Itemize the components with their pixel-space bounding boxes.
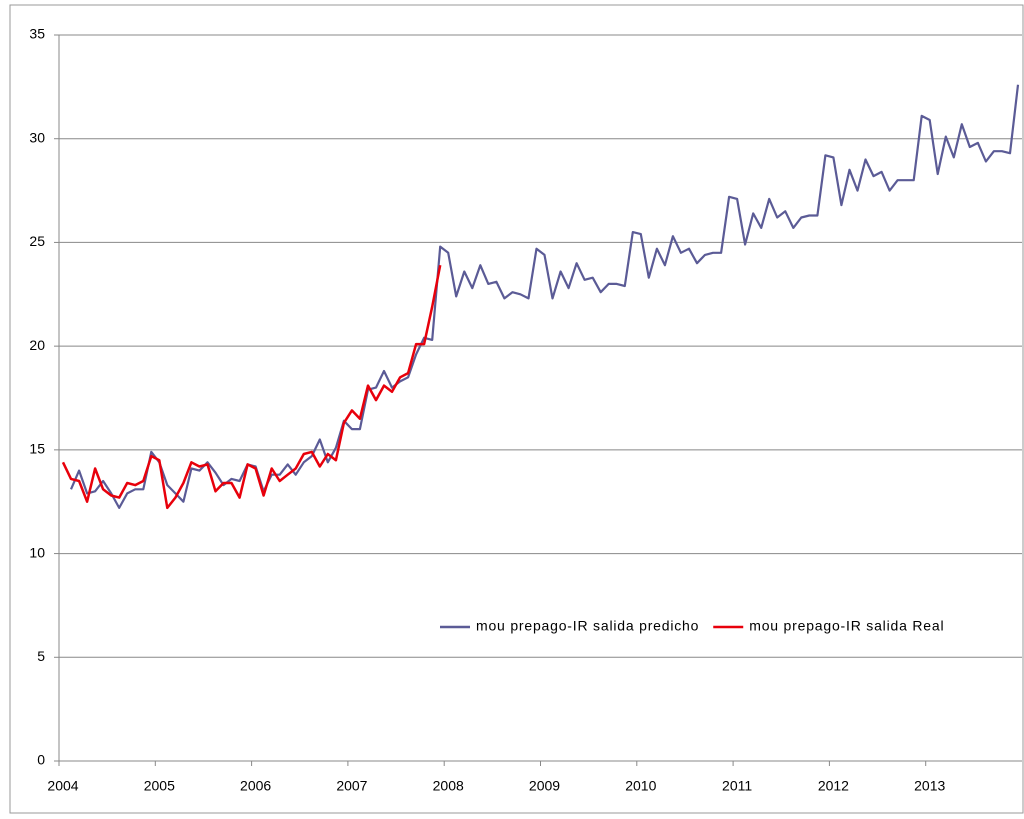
y-tick-label: 25 xyxy=(29,233,45,249)
x-tick-label: 2006 xyxy=(240,778,271,794)
x-tick-label: 2011 xyxy=(722,778,752,794)
legend-label: mou prepago-IR salida predicho xyxy=(476,618,699,634)
x-tick-label: 2007 xyxy=(336,778,367,794)
y-tick-label: 15 xyxy=(29,441,45,457)
chart-frame xyxy=(9,4,1024,814)
x-tick-label: 2013 xyxy=(914,778,945,794)
x-tick-label: 2010 xyxy=(625,778,656,794)
x-tick-label: 2009 xyxy=(529,778,560,794)
x-tick-label: 2008 xyxy=(433,778,464,794)
y-tick-label: 20 xyxy=(29,337,45,353)
x-tick-label: 2004 xyxy=(47,778,78,794)
x-tick-label: 2012 xyxy=(818,778,849,794)
series-line xyxy=(69,84,1020,509)
series-line xyxy=(61,264,442,510)
y-tick-label: 0 xyxy=(37,752,45,768)
y-tick-label: 5 xyxy=(37,648,45,664)
legend-label: mou prepago-IR salida Real xyxy=(749,618,944,634)
x-tick-label: 2005 xyxy=(144,778,175,794)
y-tick-label: 30 xyxy=(29,129,45,145)
y-tick-label: 35 xyxy=(29,26,45,42)
y-tick-label: 10 xyxy=(29,544,45,560)
